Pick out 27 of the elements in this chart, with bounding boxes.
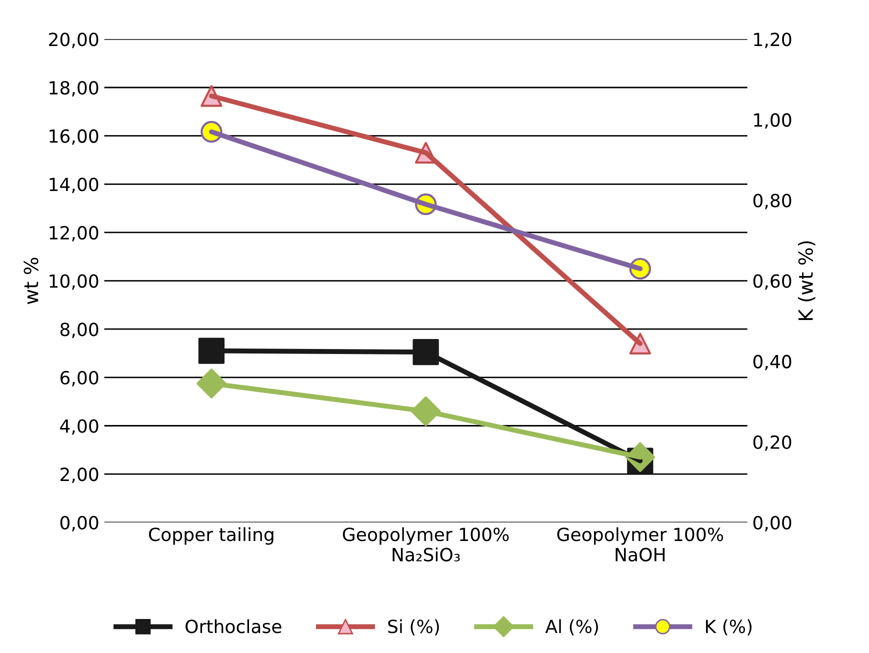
legend-label: Si (%) — [388, 619, 439, 636]
y-tick-label: 20,00 — [49, 32, 98, 48]
y-tick-label: 18,00 — [50, 80, 98, 96]
y-tick-label: 16,00 — [50, 129, 98, 145]
legend-label: Orthoclase — [186, 619, 282, 634]
y2-axis-title: K (wt %) — [798, 241, 816, 320]
y2-tick-label: 1,20 — [754, 32, 792, 48]
legend-label: K (%) — [706, 619, 752, 636]
y-tick-label: 2,00 — [60, 468, 98, 484]
x-tick-label: Copper tailing — [148, 527, 274, 545]
y-tick-label: 8,00 — [60, 322, 98, 338]
y2-tick-label: 0,80 — [753, 194, 792, 210]
y-tick-label: 14,00 — [50, 178, 98, 194]
y2-tick-label: 0,60 — [753, 274, 792, 290]
y-tick-label: 10,00 — [50, 274, 98, 290]
y-tick-label: 0,00 — [60, 516, 98, 532]
legend-label: Al (%) — [545, 619, 598, 636]
y-axis-title: wt % — [24, 258, 38, 304]
y2-tick-label: 0,20 — [753, 435, 792, 451]
y2-tick-label: 0,40 — [753, 354, 792, 370]
y-tick-label: 4,00 — [60, 419, 98, 435]
y2-tick-label: 0,00 — [753, 516, 792, 532]
y-tick-label: 12,00 — [50, 226, 98, 242]
x-tick-label: Geopolymer 100% Na₂SiO₃ — [342, 527, 509, 562]
y-tick-label: 6,00 — [60, 370, 98, 386]
y2-tick-label: 1,00 — [754, 113, 792, 129]
x-tick-label: Geopolymer 100% NaOH — [557, 527, 724, 562]
